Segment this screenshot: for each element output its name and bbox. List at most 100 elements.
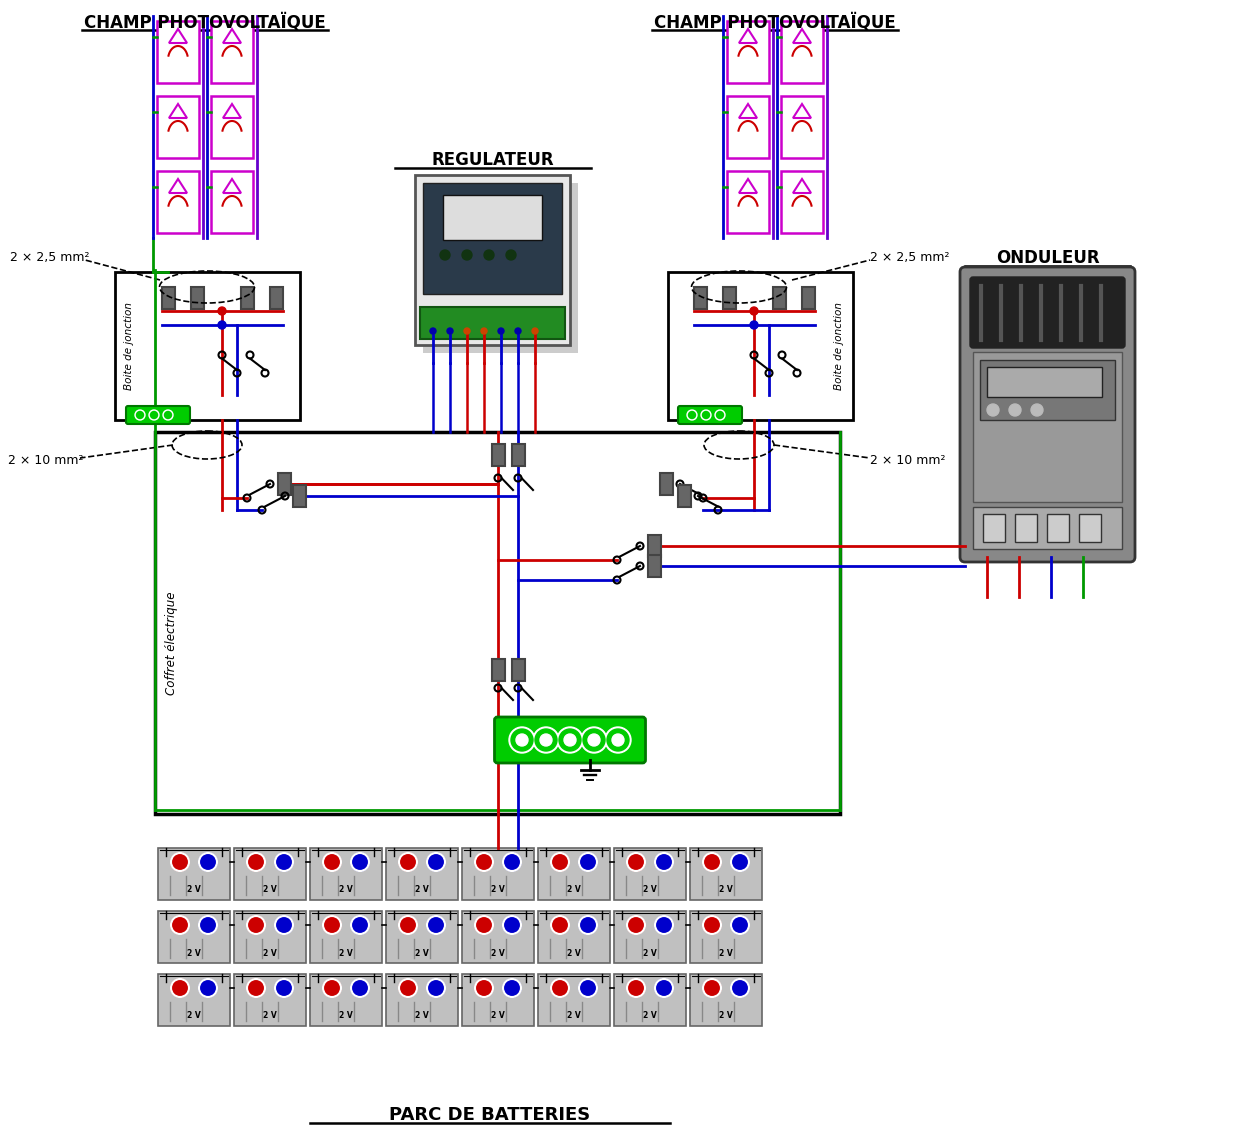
Bar	[156, 432, 840, 814]
Bar	[158, 848, 230, 900]
Circle shape	[735, 984, 745, 993]
Circle shape	[706, 857, 718, 867]
Circle shape	[170, 979, 189, 997]
Circle shape	[151, 412, 158, 419]
Text: 2 V: 2 V	[415, 885, 429, 895]
Circle shape	[431, 920, 441, 930]
Bar	[773, 288, 785, 309]
Circle shape	[534, 727, 559, 753]
Text: 2 V: 2 V	[719, 948, 732, 957]
Bar	[278, 474, 290, 495]
Circle shape	[247, 916, 266, 934]
Circle shape	[583, 920, 593, 930]
Text: 2 V: 2 V	[340, 1012, 353, 1020]
Bar	[415, 175, 571, 345]
Circle shape	[551, 979, 569, 997]
Text: 2 × 2,5 mm²: 2 × 2,5 mm²	[10, 251, 89, 264]
Bar	[511, 659, 525, 681]
Circle shape	[701, 410, 711, 420]
Circle shape	[627, 979, 645, 997]
Bar	[462, 974, 534, 1026]
Circle shape	[275, 916, 293, 934]
Circle shape	[706, 984, 718, 993]
Circle shape	[655, 853, 673, 871]
Circle shape	[247, 979, 266, 997]
Bar	[462, 911, 534, 963]
Circle shape	[354, 920, 366, 930]
Text: CHAMP PHOTOVOLTAÏQUE: CHAMP PHOTOVOLTAÏQUE	[84, 13, 326, 31]
Circle shape	[251, 984, 261, 993]
Bar	[973, 353, 1123, 502]
Bar	[647, 555, 661, 577]
Bar	[157, 96, 199, 157]
Bar	[981, 361, 1115, 420]
Bar	[157, 21, 199, 83]
Circle shape	[175, 984, 185, 993]
Circle shape	[480, 327, 487, 334]
Circle shape	[750, 321, 758, 329]
Circle shape	[503, 979, 521, 997]
Text: 2 V: 2 V	[492, 948, 505, 957]
Bar	[233, 848, 306, 900]
Circle shape	[279, 984, 289, 993]
Circle shape	[324, 853, 341, 871]
Circle shape	[203, 984, 212, 993]
Circle shape	[475, 979, 493, 997]
Circle shape	[659, 984, 669, 993]
Text: 2 V: 2 V	[188, 885, 201, 895]
Bar	[1079, 513, 1100, 542]
Bar	[802, 288, 815, 309]
Bar	[614, 974, 685, 1026]
Circle shape	[731, 853, 748, 871]
Circle shape	[631, 984, 641, 993]
Circle shape	[506, 250, 516, 260]
Circle shape	[431, 857, 441, 867]
Bar	[659, 474, 673, 495]
Bar	[614, 848, 685, 900]
Bar	[211, 21, 253, 83]
Circle shape	[503, 916, 521, 934]
Bar	[293, 485, 305, 507]
Circle shape	[199, 979, 217, 997]
Bar	[158, 974, 230, 1026]
Text: Boite de jonction: Boite de jonction	[124, 302, 135, 390]
Circle shape	[735, 920, 745, 930]
Circle shape	[703, 412, 709, 419]
Bar	[690, 911, 762, 963]
Circle shape	[551, 916, 569, 934]
Circle shape	[551, 853, 569, 871]
Circle shape	[579, 853, 597, 871]
Circle shape	[583, 857, 593, 867]
Circle shape	[1031, 404, 1044, 416]
Bar	[614, 911, 685, 963]
Circle shape	[583, 729, 605, 751]
Circle shape	[688, 412, 695, 419]
Circle shape	[540, 734, 552, 746]
Circle shape	[627, 916, 645, 934]
Bar	[157, 171, 199, 233]
Circle shape	[203, 920, 212, 930]
Circle shape	[479, 920, 489, 930]
Text: 2 V: 2 V	[492, 885, 505, 895]
Text: 2 V: 2 V	[567, 1012, 580, 1020]
Circle shape	[170, 916, 189, 934]
Circle shape	[475, 916, 493, 934]
Bar	[424, 183, 578, 353]
Circle shape	[219, 307, 226, 315]
Circle shape	[351, 916, 369, 934]
Bar	[538, 911, 610, 963]
Text: 2 V: 2 V	[340, 885, 353, 895]
Circle shape	[509, 727, 535, 753]
Bar	[668, 272, 853, 420]
Text: CHAMP PHOTOVOLTAÏQUE: CHAMP PHOTOVOLTAÏQUE	[655, 13, 895, 31]
Circle shape	[135, 410, 144, 420]
Circle shape	[627, 853, 645, 871]
Bar	[690, 974, 762, 1026]
Text: 2 V: 2 V	[567, 948, 580, 957]
Circle shape	[351, 979, 369, 997]
Circle shape	[427, 853, 445, 871]
Circle shape	[479, 984, 489, 993]
Circle shape	[511, 729, 534, 751]
Circle shape	[403, 857, 412, 867]
FancyBboxPatch shape	[494, 717, 646, 763]
